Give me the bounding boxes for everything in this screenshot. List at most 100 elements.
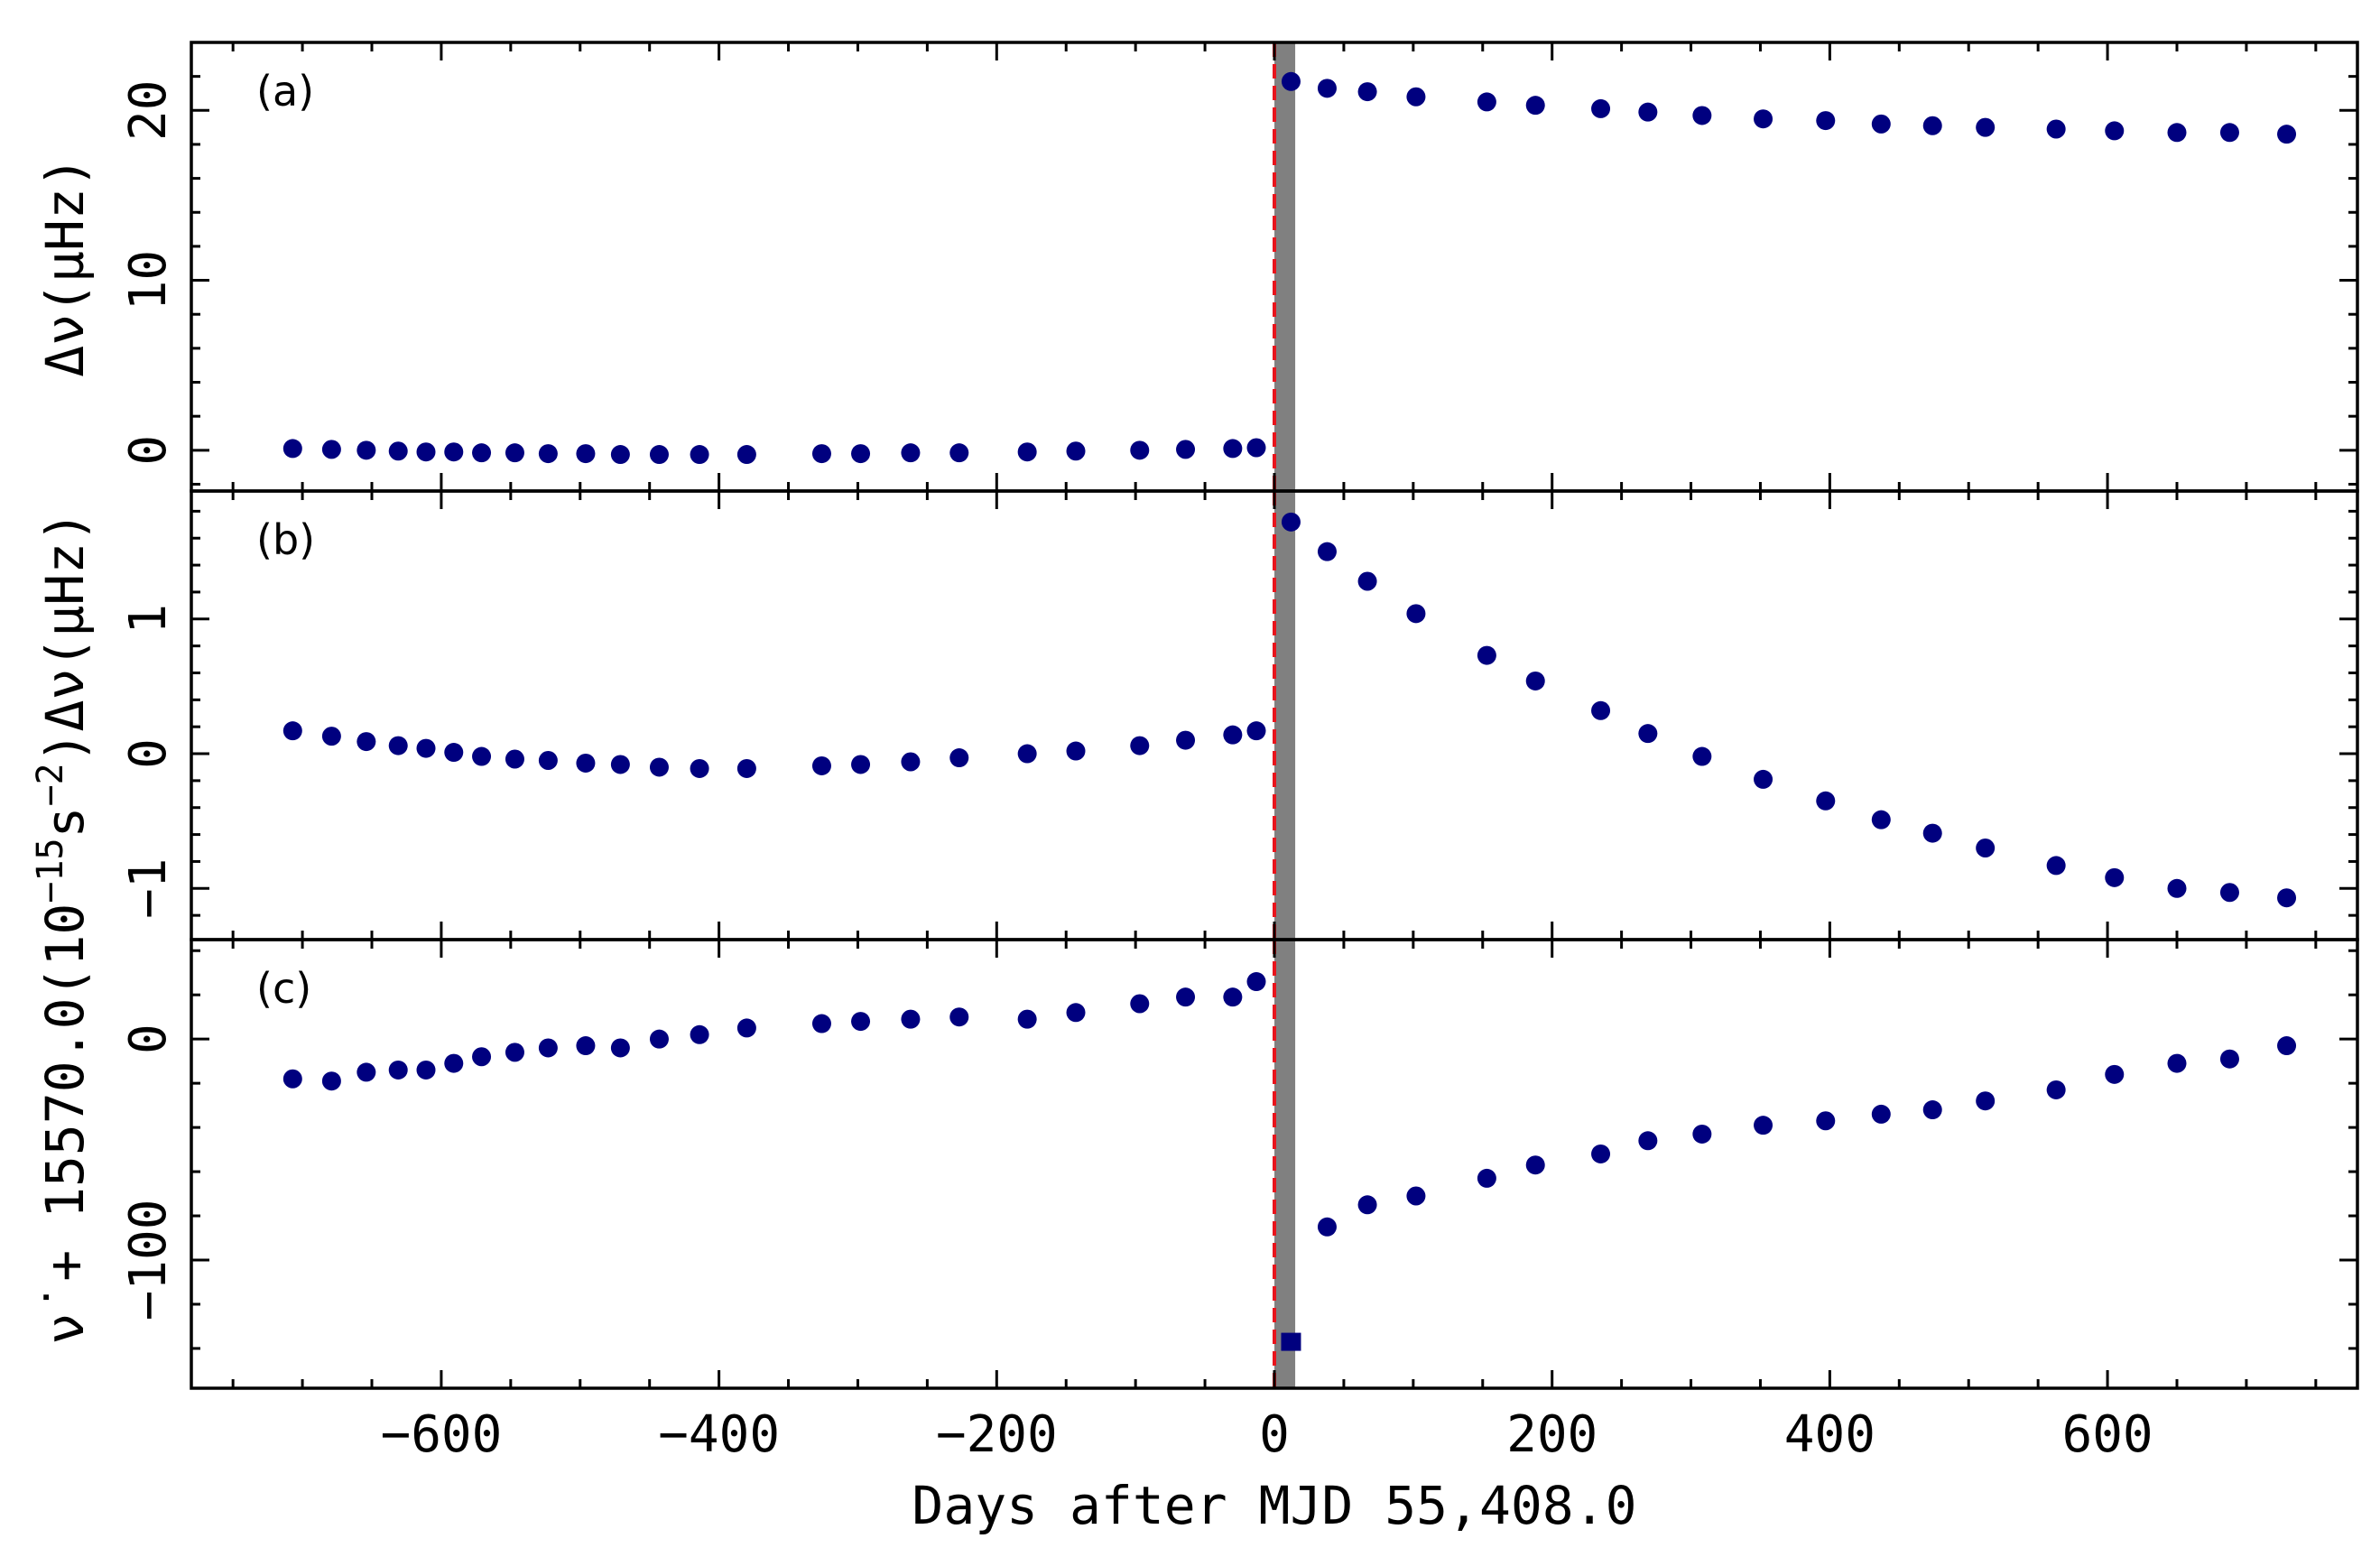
data-point (1246, 972, 1266, 992)
data-point (2219, 123, 2239, 143)
data-point (736, 445, 756, 465)
y-axis-title-panel-b: ν̇ + 15570.0(10−15s−2)Δν(μHz) (30, 511, 96, 1345)
data-point (388, 736, 408, 755)
data-point (1922, 116, 1942, 135)
data-point (2219, 883, 2239, 903)
data-point (811, 755, 831, 775)
data-point (1525, 1155, 1545, 1175)
data-point (690, 1024, 709, 1044)
data-point (576, 444, 596, 464)
data-point (1871, 810, 1891, 829)
data-point (1871, 114, 1891, 134)
data-point (1223, 725, 1243, 745)
text-layer: 0 10 20 (a) −1 0 1 (b) −100 0 (c) −600 −400 −200 0 200 4… (119, 67, 2153, 1464)
data-point (1176, 987, 1196, 1007)
data-point (538, 1038, 558, 1058)
data-point (811, 1014, 831, 1033)
data-point (538, 750, 558, 770)
y-axis-title-shared-exp: −15 (30, 838, 71, 903)
data-point (388, 441, 408, 461)
y-axis-title-shared-prefix: ν̇ + 15570.0(10 (34, 904, 96, 1345)
data-point (1692, 106, 1712, 125)
data-point (388, 1060, 408, 1080)
data-point (576, 753, 596, 773)
data-point (1922, 823, 1942, 843)
data-point (576, 1036, 596, 1056)
data-point (949, 443, 969, 463)
x-tick-label: −200 (936, 1405, 1058, 1464)
data-point (1357, 571, 1377, 591)
data-point (690, 758, 709, 778)
data-point (357, 440, 376, 460)
y-axis-title-shared-suffix: ) (34, 731, 96, 763)
data-point (1525, 96, 1545, 116)
data-point (357, 1062, 376, 1082)
data-point (2277, 888, 2297, 908)
data-point (1317, 79, 1337, 98)
x-tick-label: 0 (1259, 1405, 1290, 1464)
data-point (1130, 736, 1150, 755)
data-point (1638, 1131, 1658, 1151)
data-point (1976, 839, 1996, 858)
data-point (1638, 724, 1658, 744)
glitch-band (1274, 491, 1296, 940)
data-point (1017, 442, 1037, 462)
data-point (505, 443, 524, 463)
data-point (1976, 117, 1996, 137)
data-point (1246, 438, 1266, 458)
data-point (811, 444, 831, 464)
data-point (1176, 440, 1196, 459)
data-point (649, 1029, 669, 1049)
data-point (2105, 867, 2125, 887)
data-point (1066, 741, 1086, 761)
data-point (1281, 1332, 1301, 1351)
data-point (2046, 856, 2066, 876)
data-point (851, 755, 871, 774)
y-tick-label: −100 (119, 1200, 178, 1321)
data-point (2105, 121, 2125, 141)
data-point (2105, 1064, 2125, 1084)
data-point (1871, 1104, 1891, 1124)
data-point (357, 732, 376, 752)
data-point (1223, 987, 1243, 1007)
data-point (2167, 878, 2187, 898)
data-point (1591, 98, 1611, 118)
data-point (282, 1069, 302, 1089)
x-tick-label: 200 (1506, 1405, 1597, 1464)
glitch-band (1274, 940, 1296, 1388)
y-tick-label: 1 (119, 604, 178, 635)
x-tick-label: −600 (380, 1405, 502, 1464)
data-point (1816, 1111, 1836, 1131)
data-point (2277, 125, 2297, 144)
data-point (321, 1071, 341, 1091)
data-points-layer (282, 71, 2297, 1351)
data-point (649, 445, 669, 465)
data-point (1281, 512, 1301, 532)
data-point (610, 1038, 630, 1058)
data-point (444, 1053, 464, 1073)
data-point (282, 439, 302, 459)
data-point (1754, 1116, 1773, 1135)
data-point (1176, 730, 1196, 750)
data-point (1692, 1124, 1712, 1144)
data-point (505, 749, 524, 769)
data-point (282, 721, 302, 741)
y-tick-label: −1 (119, 858, 178, 919)
y-tick-label: 10 (119, 250, 178, 310)
data-point (1922, 1100, 1942, 1120)
y-axis-title-panel-b-text: Δν(μHz) (34, 511, 96, 731)
data-point (1246, 721, 1266, 741)
x-axis-title: Days after MJD 55,408.0 (912, 1475, 1636, 1536)
data-point (538, 444, 558, 464)
data-point (1754, 769, 1773, 789)
data-point (1406, 1186, 1426, 1206)
data-point (1754, 109, 1773, 129)
data-point (1406, 87, 1426, 107)
y-axis-title-panel-a: Δν(μHz) (34, 156, 96, 376)
data-point (736, 758, 756, 778)
data-point (321, 440, 341, 459)
data-point (1692, 746, 1712, 766)
glitch-band (1274, 42, 1296, 491)
data-point (690, 445, 709, 465)
